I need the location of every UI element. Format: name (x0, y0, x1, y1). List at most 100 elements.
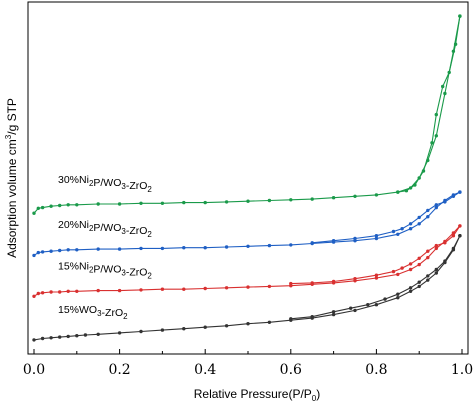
adsorption-point (396, 232, 400, 236)
x-axis-title: Relative Pressure(P/P0) (194, 387, 321, 403)
adsorption-point (267, 320, 272, 324)
desorption-point (426, 208, 430, 213)
desorption-point (408, 222, 413, 226)
adsorption-point (374, 276, 379, 280)
desorption-point (331, 239, 336, 243)
adsorption-point (49, 204, 53, 208)
adsorption-point (289, 243, 293, 247)
desorption-point (443, 259, 447, 263)
adsorption-point (40, 250, 45, 254)
adsorption-point (246, 199, 250, 203)
y-axis-title: Adsorption volume cm3/g STP (4, 98, 19, 258)
adsorption-point (203, 200, 207, 205)
adsorption-point (203, 246, 207, 250)
adsorption-point (40, 291, 45, 295)
adsorption-point (75, 334, 79, 338)
adsorption-point (32, 338, 36, 342)
desorption-point (391, 269, 396, 274)
series-3 (32, 234, 462, 342)
adsorption-point (75, 248, 79, 252)
adsorption-point (139, 201, 143, 205)
adsorption-point (203, 286, 207, 291)
adsorption-point (417, 222, 421, 226)
adsorption-point (331, 312, 336, 317)
desorption-point (434, 267, 438, 272)
series-layer (32, 14, 462, 342)
adsorption-point (396, 296, 400, 300)
adsorption-point (49, 336, 53, 340)
desorption-point (458, 14, 462, 18)
x-axis-ticks: 0.0 0.2 0.4 0.6 0.8 1.0 (23, 349, 473, 378)
desorption-point (417, 215, 421, 220)
adsorption-point (417, 284, 421, 289)
adsorption-point (75, 203, 79, 207)
adsorption-point (417, 262, 421, 267)
x-tick-label: 0.8 (365, 362, 387, 378)
adsorption-point (58, 290, 62, 294)
desorption-point (417, 256, 421, 260)
series-1 (32, 190, 462, 258)
desorption-point (434, 243, 438, 248)
desorption-point (413, 183, 417, 187)
adsorption-point (117, 331, 122, 335)
adsorption-point (139, 246, 143, 251)
adsorption-point (203, 325, 207, 329)
desorption-point (289, 281, 293, 286)
desorption-point (353, 236, 357, 241)
series-label: 15%Ni2P/WO3-ZrO2 (58, 260, 152, 280)
adsorption-point (246, 244, 250, 248)
desorption-point (426, 274, 430, 278)
adsorption-point (160, 287, 165, 291)
adsorption-point (426, 255, 430, 260)
adsorption-point (32, 294, 36, 298)
adsorption-point (408, 289, 413, 293)
x-tick-label: 0.2 (108, 362, 130, 378)
desorption-point (451, 234, 456, 238)
desorption-point (374, 234, 379, 238)
desorption-line (312, 191, 461, 244)
desorption-point (404, 189, 409, 193)
series-label: 20%Ni2P/WO3-ZrO2 (58, 219, 152, 239)
desorption-point (451, 246, 456, 251)
adsorption-point (83, 333, 88, 337)
adsorption-point (182, 327, 186, 331)
adsorption-point (40, 336, 45, 341)
adsorption-point (434, 134, 438, 138)
adsorption-point (353, 194, 357, 198)
desorption-point (331, 310, 336, 314)
adsorption-point (160, 328, 165, 332)
desorption-point (451, 194, 456, 198)
adsorption-point (66, 203, 70, 207)
x-tick-label: 0.6 (280, 362, 302, 378)
desorption-point (443, 241, 447, 245)
series-label: 15%WO3-ZrO2 (58, 304, 128, 321)
adsorption-point (49, 249, 53, 253)
desorption-point (331, 279, 336, 284)
adsorption-point (32, 253, 36, 258)
adsorption-point (267, 243, 272, 248)
desorption-point (441, 84, 445, 89)
adsorption-point (246, 285, 250, 289)
adsorption-point (408, 267, 413, 272)
adsorption-point (353, 308, 357, 313)
adsorption-point (96, 247, 100, 251)
desorption-point (396, 190, 400, 194)
adsorption-point (434, 271, 438, 275)
desorption-point (374, 273, 379, 277)
adsorption-point (374, 303, 379, 307)
adsorption-point (224, 200, 229, 204)
desorption-point (458, 190, 462, 194)
adsorption-point (224, 245, 229, 249)
adsorption-point (182, 200, 186, 205)
adsorption-point (66, 248, 70, 252)
desorption-point (430, 141, 434, 145)
desorption-point (400, 266, 404, 270)
adsorption-point (331, 196, 336, 200)
adsorption-point (426, 278, 430, 282)
adsorption-point (267, 198, 272, 203)
adsorption-point (32, 211, 36, 215)
desorption-point (434, 112, 438, 117)
desorption-point (453, 42, 458, 46)
adsorption-point (139, 288, 143, 292)
